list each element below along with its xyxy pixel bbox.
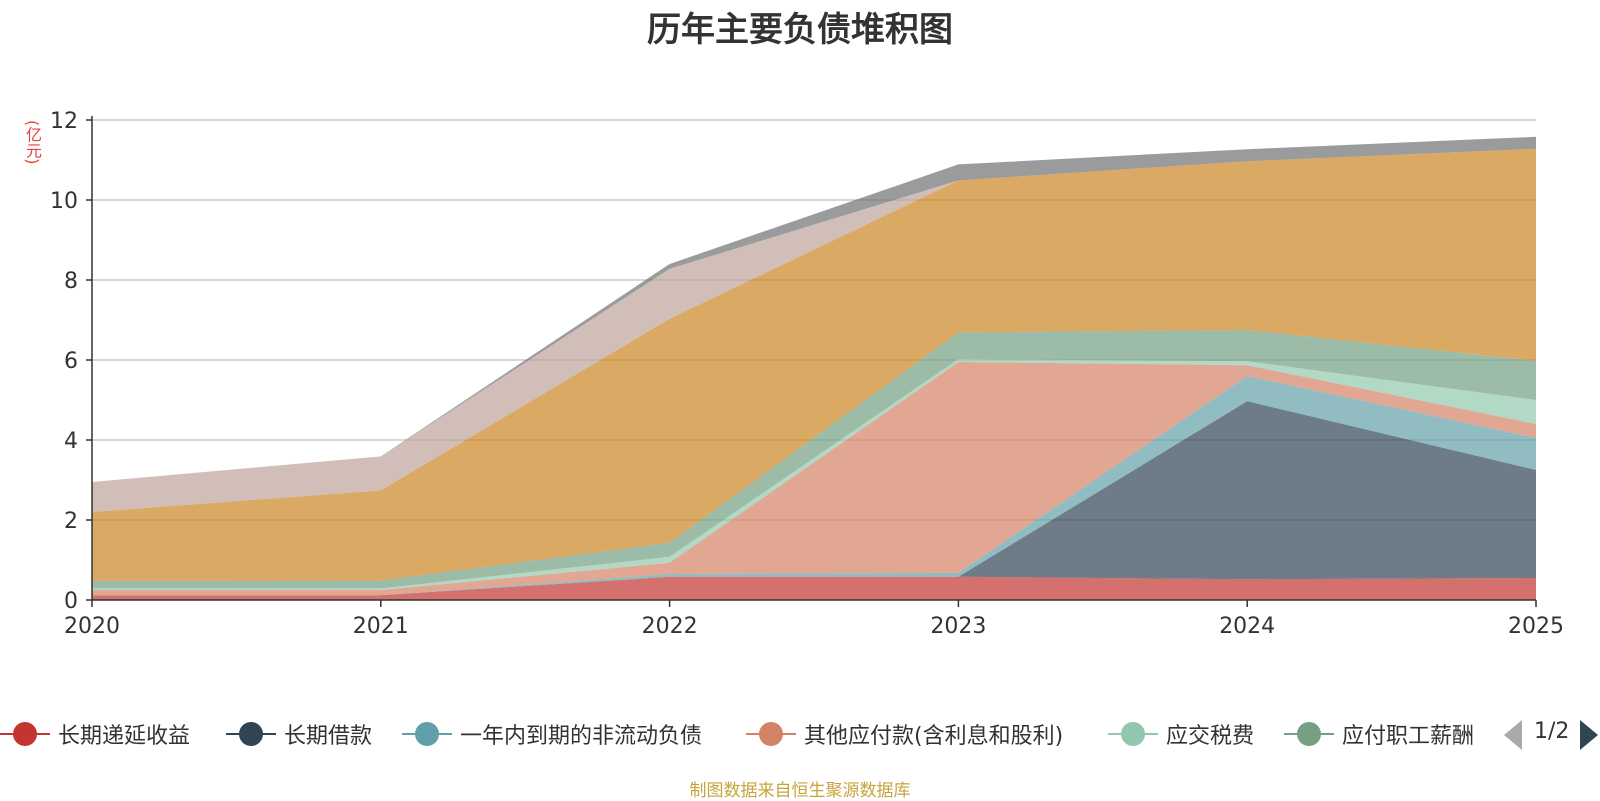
x-tick-label: 2020 bbox=[64, 614, 120, 639]
legend-swatch bbox=[1108, 719, 1158, 749]
legend-item[interactable]: 长期借款 bbox=[226, 716, 372, 752]
legend-item[interactable]: 一年内到期的非流动负债 bbox=[402, 716, 702, 752]
triangle-right-icon[interactable] bbox=[1580, 720, 1598, 750]
legend-item[interactable]: 应付职工薪酬 bbox=[1284, 716, 1474, 752]
legend-label: 应付职工薪酬 bbox=[1342, 724, 1475, 749]
legend-item[interactable]: 长期递延收益 bbox=[0, 716, 190, 752]
series-area bbox=[92, 359, 1536, 590]
series-area bbox=[92, 376, 1536, 596]
legend-item[interactable]: 应交税费 bbox=[1108, 716, 1254, 752]
legend-label: 其他应付款(含利息和股利) bbox=[804, 724, 1064, 749]
series-area bbox=[92, 401, 1536, 596]
x-tick-label: 2021 bbox=[353, 614, 409, 639]
series-area bbox=[92, 148, 1536, 581]
x-tick-label: 2025 bbox=[1508, 614, 1564, 639]
triangle-left-icon[interactable] bbox=[1504, 720, 1522, 750]
legend-swatch bbox=[402, 719, 452, 749]
x-tick-label: 2024 bbox=[1219, 614, 1275, 639]
legend-swatch bbox=[226, 719, 276, 749]
y-tick-label: 8 bbox=[64, 269, 78, 294]
chart-title: 历年主要负债堆积图 bbox=[647, 10, 953, 50]
series-area bbox=[92, 148, 1536, 513]
legend-label: 长期借款 bbox=[284, 724, 373, 749]
series-area bbox=[92, 576, 1536, 600]
legend-label: 应交税费 bbox=[1166, 724, 1255, 749]
legend-swatch bbox=[1284, 719, 1334, 749]
legend-item[interactable]: 其他应付款(含利息和股利) bbox=[746, 716, 1063, 752]
y-tick-label: 10 bbox=[50, 189, 78, 214]
chart-plot: 0 2 4 6 8 10 12 2020 2021 2022 2023 2024 2025 bbox=[50, 109, 1564, 639]
y-tick-label: 4 bbox=[64, 429, 78, 454]
x-tick-label: 2022 bbox=[642, 614, 698, 639]
legend-pager: 1/2 bbox=[1500, 716, 1600, 752]
legend-page-indicator: 1/2 bbox=[1534, 719, 1570, 744]
y-axis-unit-label: (亿元) bbox=[23, 120, 42, 165]
y-tick-label: 0 bbox=[64, 589, 78, 614]
y-tick-label: 2 bbox=[64, 509, 78, 534]
series-area bbox=[92, 362, 1536, 596]
legend-label: 长期递延收益 bbox=[58, 724, 191, 749]
series-area bbox=[92, 330, 1536, 589]
x-tick-label: 2023 bbox=[930, 614, 986, 639]
y-tick-label: 6 bbox=[64, 349, 78, 374]
y-tick-label: 12 bbox=[50, 109, 78, 134]
legend-swatch bbox=[746, 719, 796, 749]
legend-swatch bbox=[0, 719, 50, 749]
source-note: 制图数据来自恒生聚源数据库 bbox=[689, 781, 911, 801]
legend: 长期递延收益 长期借款 一年内到期的非流动负债 其他应付款(含利息和股利) 应交税费 应付… bbox=[0, 716, 1480, 752]
legend-label: 一年内到期的非流动负债 bbox=[460, 724, 703, 749]
